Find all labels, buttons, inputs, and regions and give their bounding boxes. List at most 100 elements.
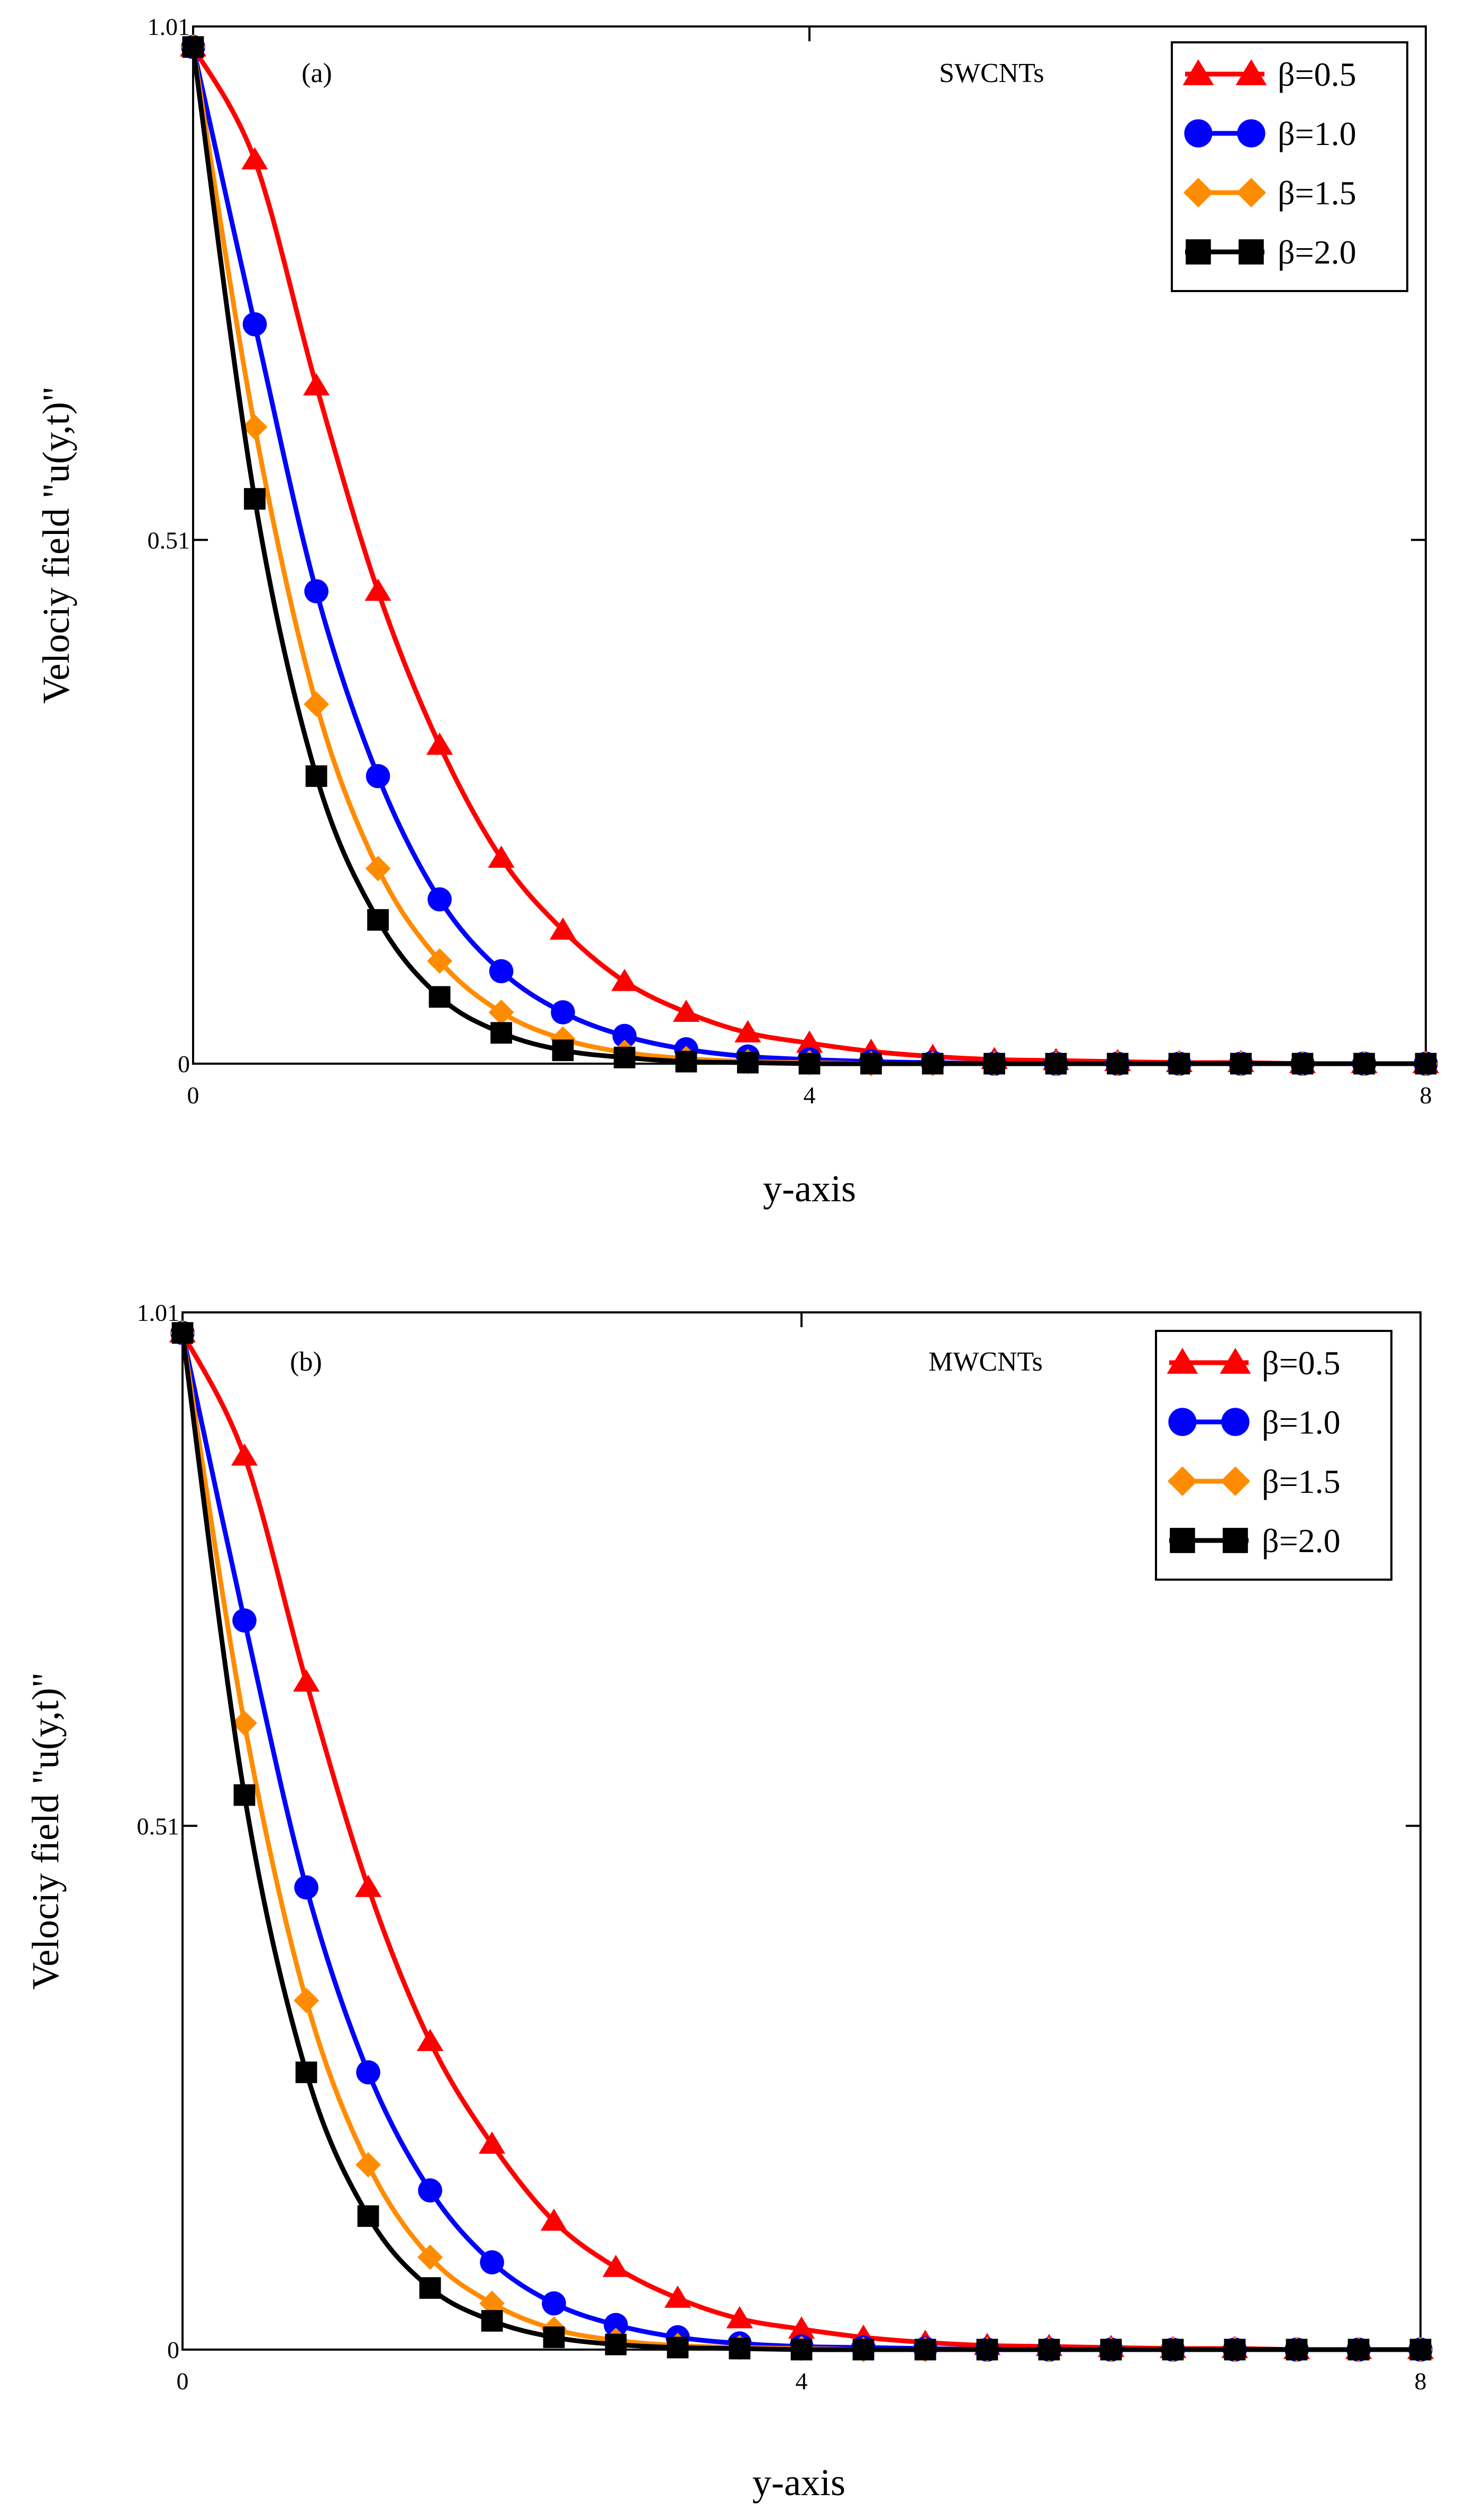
data-point-circle	[366, 764, 390, 788]
data-point-square	[1100, 2338, 1122, 2361]
legend-marker-triangle	[1219, 1348, 1251, 1374]
data-point-triangle	[478, 2131, 506, 2154]
legend-marker-triangle	[1167, 1348, 1198, 1374]
legend-marker-square	[1239, 239, 1264, 265]
legend-marker-square	[1223, 1528, 1248, 1553]
data-point-square	[1230, 1053, 1252, 1075]
data-point-square	[552, 1039, 574, 1062]
legend-marker-diamond	[1221, 1466, 1250, 1496]
data-point-diamond	[479, 2290, 505, 2316]
data-point-diamond	[232, 1710, 257, 1736]
data-point-square	[1286, 2338, 1308, 2361]
y-axis-label: Velociy field "u(y,t)"	[35, 386, 77, 704]
data-point-triangle	[726, 2306, 753, 2328]
series-layer	[169, 1320, 1434, 2362]
data-point-diamond	[356, 2152, 381, 2178]
chart-panel-b: 0 4 8 0 0.51 1.01 (b) MWCNTs y-axis Velociy …	[24, 1299, 1434, 2504]
legend-marker-diamond	[1168, 1466, 1197, 1496]
data-point-triangle	[488, 845, 515, 868]
legend-label: β=0.5	[1278, 56, 1356, 93]
y-tick-label: 1.01	[148, 13, 190, 40]
data-point-triangle	[664, 2285, 691, 2308]
data-point-square	[543, 2326, 565, 2349]
legend-label: β=1.0	[1262, 1403, 1341, 1441]
legend-item-triangle: β=0.5	[1167, 1344, 1341, 1382]
legend-marker-triangle	[1182, 59, 1214, 85]
y-tick-label: 0	[178, 1050, 190, 1077]
data-point-square	[914, 2338, 936, 2361]
chart-panel-a: 0 4 8 0 0.51 1.01 (a) SWCNTs y-axis Velociy …	[35, 13, 1440, 1210]
data-point-square	[244, 488, 266, 510]
data-point-diamond	[294, 1988, 319, 2014]
data-point-diamond	[427, 948, 452, 974]
y-axis-label: Velociy field "u(y,t)"	[24, 1672, 67, 1990]
legend-marker-circle	[1221, 1408, 1250, 1436]
legend-marker-circle	[1237, 119, 1265, 148]
series-square	[171, 1322, 1432, 2361]
data-point-circle	[304, 579, 329, 604]
y-tick-label: 1.01	[137, 1299, 180, 1326]
data-point-square	[182, 36, 204, 58]
legend-label: β=1.0	[1278, 115, 1356, 152]
data-point-diamond	[417, 2244, 443, 2270]
data-point-square	[790, 2338, 813, 2361]
data-point-square	[737, 1051, 759, 1074]
data-point-triangle	[426, 732, 453, 755]
data-point-square	[1291, 1053, 1314, 1075]
legend-item-square: β=2.0	[1169, 1522, 1341, 1560]
x-tick-label: 8	[1420, 1082, 1432, 1109]
y-tick-label: 0.51	[137, 1812, 180, 1839]
panel-label: (a)	[302, 58, 332, 88]
data-point-square	[1353, 1053, 1375, 1075]
data-point-square	[1415, 1053, 1437, 1075]
data-point-square	[1347, 2338, 1370, 2361]
data-point-square	[1162, 2338, 1184, 2361]
data-point-triangle	[416, 2028, 444, 2051]
legend-item-diamond: β=1.5	[1168, 1463, 1341, 1500]
legend-label: β=1.5	[1278, 174, 1356, 212]
legend-label: β=2.0	[1278, 233, 1356, 271]
data-point-triangle	[540, 2208, 568, 2231]
legend: β=0.5 β=1.0 β=1.5 β=2.0	[1155, 1330, 1392, 1581]
data-point-square	[429, 986, 451, 1008]
data-point-circle	[427, 887, 452, 912]
data-point-triangle	[231, 1443, 258, 1466]
data-point-square	[367, 909, 389, 931]
data-point-square	[419, 2277, 441, 2299]
data-point-square	[357, 2205, 379, 2227]
annotation-mwcnts: MWCNTs	[928, 1347, 1043, 1377]
data-point-triangle	[241, 147, 268, 170]
data-point-square	[171, 1322, 194, 1344]
legend-item-circle: β=1.0	[1168, 1403, 1341, 1441]
data-point-diamond	[365, 856, 391, 882]
data-point-square	[614, 1046, 635, 1068]
data-point-diamond	[242, 414, 268, 440]
data-point-square	[233, 1784, 256, 1806]
legend-label: β=0.5	[1262, 1344, 1341, 1382]
x-tick-label: 8	[1415, 2368, 1427, 2395]
data-point-square	[1224, 2338, 1246, 2361]
data-point-square	[729, 2337, 751, 2360]
data-point-triangle	[734, 1020, 761, 1043]
legend-item-circle: β=1.0	[1184, 115, 1356, 152]
legend-marker-diamond	[1183, 178, 1213, 207]
y-tick-label: 0.51	[148, 527, 190, 554]
data-point-square	[490, 1022, 512, 1044]
data-point-triangle	[293, 1669, 320, 1692]
legend-marker-square	[1170, 1528, 1195, 1553]
data-point-square	[976, 2338, 998, 2361]
data-point-square	[1168, 1053, 1190, 1075]
data-point-square	[675, 1050, 697, 1073]
data-point-circle	[542, 2291, 566, 2316]
data-point-circle	[551, 1000, 575, 1025]
x-axis-label: y-axis	[752, 2461, 845, 2504]
series-layer	[179, 34, 1440, 1076]
data-point-circle	[480, 2250, 504, 2274]
legend-label: β=1.5	[1262, 1463, 1341, 1500]
x-tick-labels: 0 4 8	[177, 2368, 1427, 2395]
data-point-square	[1409, 2338, 1432, 2361]
panel-label: (b)	[290, 1347, 322, 1377]
data-point-square	[1045, 1053, 1067, 1075]
legend: β=0.5 β=1.0 β=1.5 β=2.0	[1171, 41, 1408, 292]
